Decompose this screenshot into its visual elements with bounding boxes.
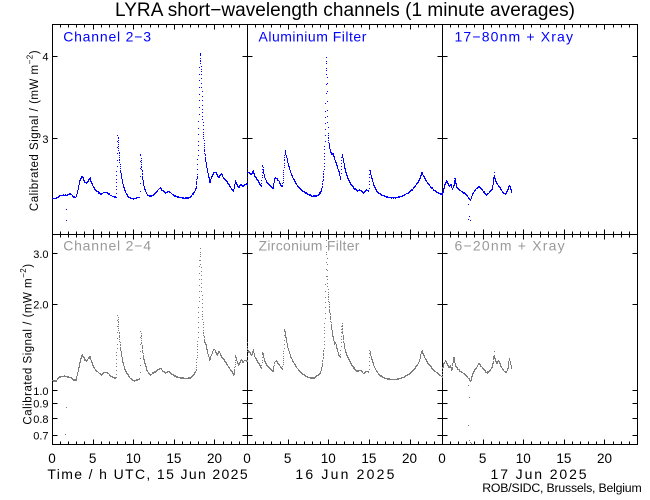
svg-text:4: 4	[42, 52, 48, 64]
svg-text:Aluminium Filter: Aluminium Filter	[259, 29, 367, 45]
svg-text:10: 10	[321, 451, 336, 466]
svg-text:LYRA short−wavelength channels: LYRA short−wavelength channels (1 minute…	[115, 0, 575, 21]
svg-text:5: 5	[284, 451, 292, 466]
svg-text:15: 15	[556, 451, 571, 466]
svg-text:10: 10	[516, 451, 531, 466]
svg-text:0.7: 0.7	[33, 431, 48, 443]
svg-text:5: 5	[479, 451, 487, 466]
svg-text:6−20nm + Xray: 6−20nm + Xray	[455, 238, 566, 254]
svg-text:15: 15	[166, 451, 181, 466]
svg-text:16 Jun 2025: 16 Jun 2025	[295, 466, 396, 482]
svg-text:3: 3	[42, 134, 48, 146]
svg-text:0: 0	[243, 451, 251, 466]
svg-text:Channel 2−4: Channel 2−4	[63, 238, 152, 254]
svg-text:Zirconium Filter: Zirconium Filter	[259, 238, 360, 254]
svg-text:20: 20	[402, 451, 417, 466]
svg-text:20: 20	[597, 451, 612, 466]
svg-text:Calibrated Signal / (mW m−2): Calibrated Signal / (mW m−2)	[19, 263, 35, 424]
svg-text:17 Jun 2025: 17 Jun 2025	[491, 466, 589, 482]
svg-text:Time / h UTC, 15 Jun 2025: Time / h UTC, 15 Jun 2025	[47, 466, 249, 482]
svg-text:1.0: 1.0	[33, 386, 48, 398]
svg-text:20: 20	[207, 451, 222, 466]
svg-text:ROB/SIDC, Brussels, Belgium: ROB/SIDC, Brussels, Belgium	[482, 481, 641, 495]
svg-text:10: 10	[126, 451, 141, 466]
svg-text:2.0: 2.0	[33, 300, 48, 312]
svg-text:0.8: 0.8	[33, 414, 48, 426]
svg-text:3.0: 3.0	[33, 249, 48, 261]
svg-text:Channel 2−3: Channel 2−3	[63, 29, 152, 45]
svg-text:0: 0	[438, 451, 446, 466]
svg-text:5: 5	[89, 451, 97, 466]
svg-text:Calibrated Signal / (mW m−2): Calibrated Signal / (mW m−2)	[26, 50, 42, 211]
svg-text:17−80nm + Xray: 17−80nm + Xray	[455, 29, 575, 45]
svg-text:15: 15	[361, 451, 376, 466]
svg-text:0: 0	[48, 451, 56, 466]
svg-text:0.9: 0.9	[33, 399, 48, 411]
